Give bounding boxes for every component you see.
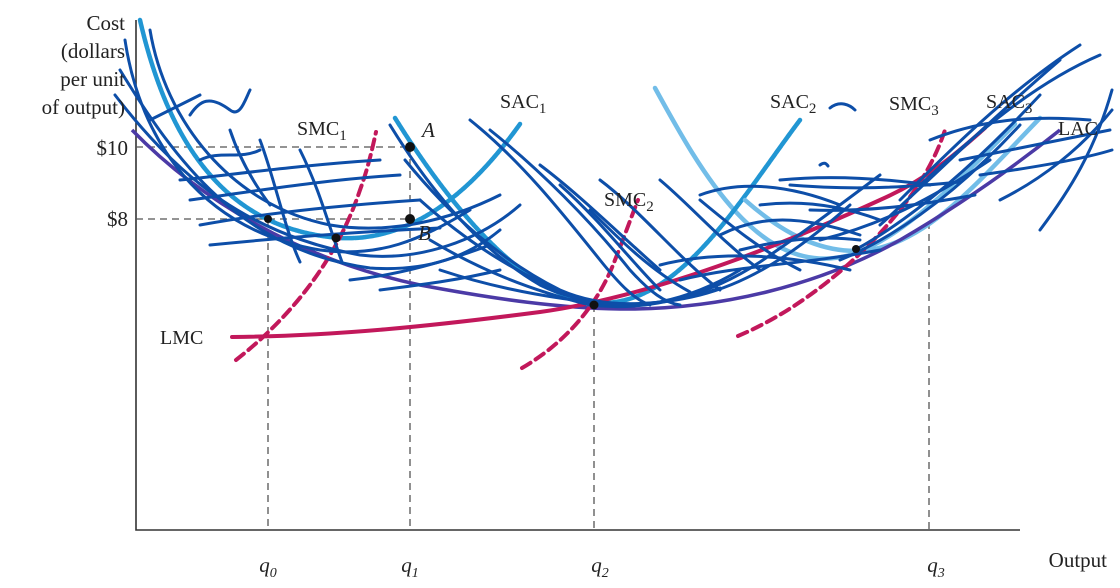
- svg-text:per unit: per unit: [60, 67, 125, 91]
- smc3-label: SMC3: [889, 93, 939, 119]
- smc2-curve: [520, 198, 640, 370]
- sac1-curve: [137, 17, 523, 241]
- point-a-label: A: [420, 118, 435, 142]
- scribble-overlay: [113, 28, 1114, 309]
- point-q2-min: [589, 300, 599, 310]
- sac1-label: SAC1: [500, 91, 546, 117]
- q3-label: q3: [927, 553, 945, 581]
- point-b-label: B: [418, 221, 431, 245]
- point-b: [405, 214, 415, 224]
- smc2-label: SMC2: [604, 189, 654, 215]
- point-a: [405, 142, 415, 152]
- price-label-8: $8: [107, 207, 128, 231]
- x-axis-label: Output: [1049, 548, 1108, 572]
- lac-label: LAC: [1058, 118, 1098, 140]
- q2-label: q2: [591, 553, 609, 581]
- point-q0-8: [264, 215, 272, 223]
- smc1-curve: [234, 130, 378, 362]
- q0-label: q0: [259, 553, 277, 581]
- svg-text:Cost: Cost: [86, 11, 125, 35]
- svg-text:of output): of output): [42, 95, 125, 119]
- sac3-curve: [742, 115, 1043, 254]
- point-sac1-min: [331, 233, 341, 243]
- price-label-10: $10: [97, 136, 129, 160]
- svg-text:(dollars: (dollars: [61, 39, 125, 63]
- smc3-curve: [736, 128, 947, 338]
- sac2-label: SAC2: [770, 91, 816, 117]
- smc1-label: SMC1: [297, 118, 347, 144]
- sac3-label: SAC3: [986, 91, 1032, 117]
- q1-label: q1: [401, 553, 419, 581]
- y-axis-label: Cost (dollars per unit of output): [42, 11, 126, 119]
- axes: [135, 20, 1020, 531]
- point-sac3-min: [852, 245, 860, 253]
- lmc-label: LMC: [160, 327, 203, 349]
